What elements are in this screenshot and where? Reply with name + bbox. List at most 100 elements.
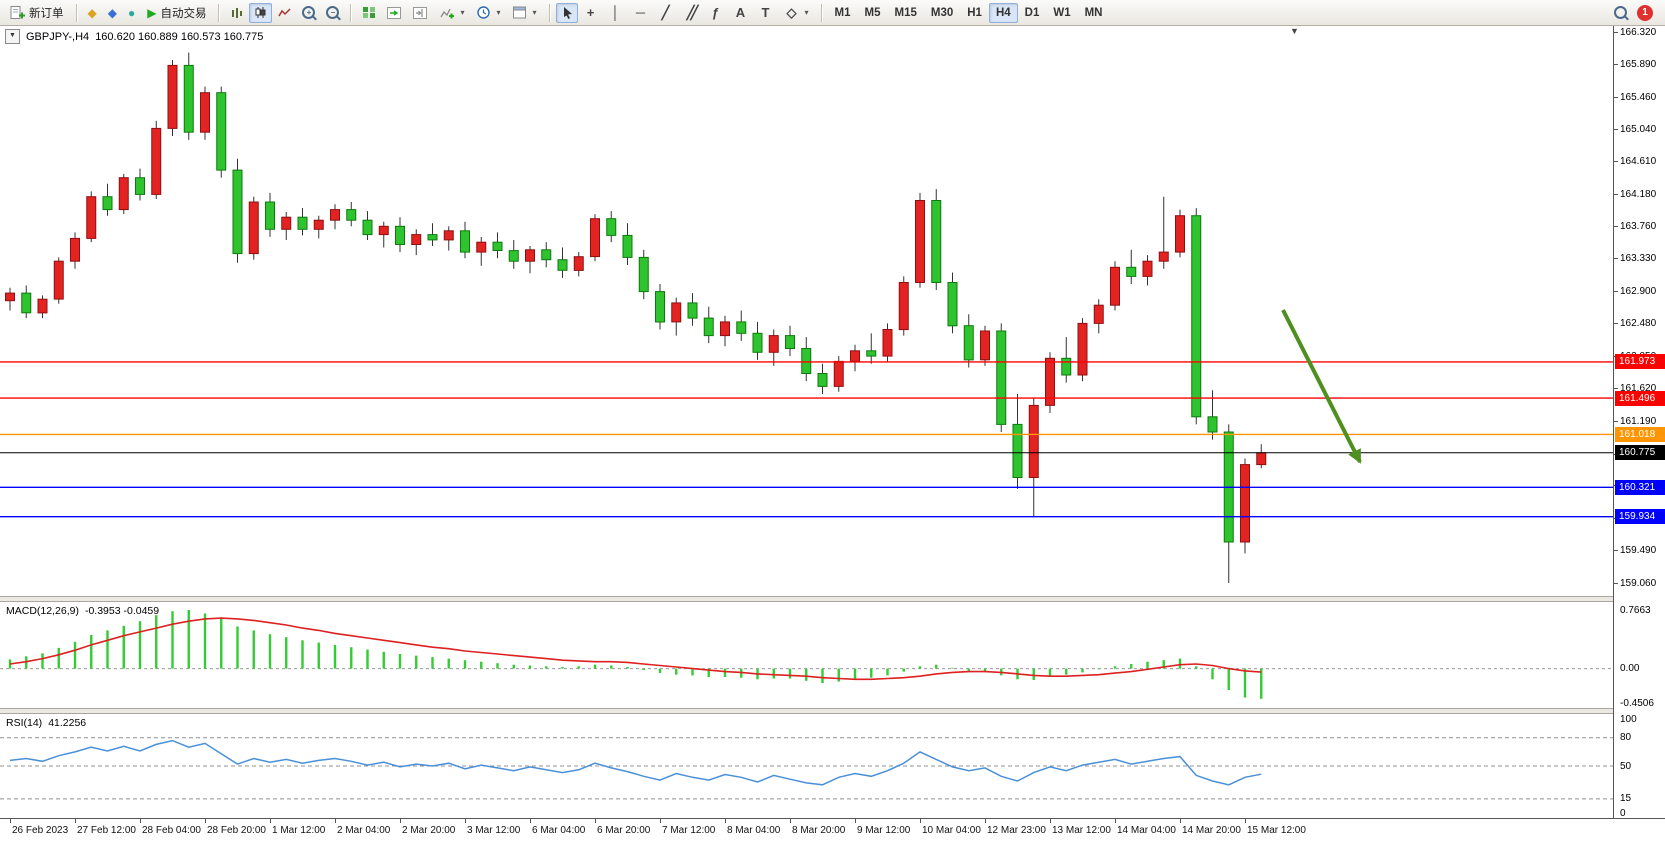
candlestick-mode-button[interactable] xyxy=(249,2,273,23)
ohlc-readout: 160.620 160.889 160.573 160.775 xyxy=(95,30,264,43)
chart-shift-button[interactable] xyxy=(408,3,433,23)
vertical-line-tool-button[interactable]: │ xyxy=(604,3,628,23)
time-tick xyxy=(75,819,76,823)
time-axis-label: 2 Mar 04:00 xyxy=(337,825,391,836)
timeframe-M1-button[interactable]: M1 xyxy=(834,6,851,19)
auto-trading-label: 自动交易 xyxy=(160,7,207,20)
macd-scale-label: -0.4506 xyxy=(1620,697,1654,709)
macd-panel[interactable] xyxy=(0,602,1613,708)
time-tick xyxy=(335,819,336,823)
templates-button[interactable]: ▾ xyxy=(507,3,542,23)
price-scale-label: 161.190 xyxy=(1620,415,1657,427)
rsi-panel[interactable] xyxy=(0,714,1613,818)
zoom-in-button[interactable]: + xyxy=(297,3,320,23)
rsi-scale-label: 0 xyxy=(1620,807,1626,819)
scale-tick xyxy=(1614,31,1618,33)
chart-shift-icon xyxy=(413,6,428,19)
dropdown-icon: ▾ xyxy=(460,8,465,17)
new-order-button[interactable]: 新订单 xyxy=(4,3,70,23)
chart-shift-marker[interactable]: ▼ xyxy=(1290,26,1299,36)
timeframe-MN-button[interactable]: MN xyxy=(1084,6,1103,19)
main-price-chart[interactable] xyxy=(0,27,1613,596)
time-tick xyxy=(10,819,11,823)
candlestick-icon xyxy=(255,7,266,18)
price-scale-label: 165.040 xyxy=(1620,123,1657,135)
scale-tick xyxy=(1614,582,1618,584)
trendline-icon: ╱ xyxy=(661,4,670,20)
timeframe-M5-button[interactable]: M5 xyxy=(864,6,881,19)
timeframe-H1-button[interactable]: H1 xyxy=(967,6,982,19)
tile-windows-button[interactable] xyxy=(357,3,381,23)
macd-scale-label: 0.00 xyxy=(1620,663,1640,675)
dropdown-icon: ▾ xyxy=(496,8,501,17)
shapes-tool-button[interactable]: ◇ ▾ xyxy=(779,3,815,23)
trendline-tool-button[interactable]: ╱ xyxy=(654,3,678,23)
channel-icon: ╱╱ xyxy=(686,4,699,20)
timeframe-W1-button[interactable]: W1 xyxy=(1053,6,1071,19)
time-tick xyxy=(1050,819,1051,823)
time-tick xyxy=(465,819,466,823)
text-icon: A xyxy=(735,5,746,20)
new-order-icon xyxy=(10,6,25,19)
fibonacci-icon: ƒ xyxy=(711,5,720,20)
text-tool-button[interactable]: A xyxy=(729,3,753,23)
sphere-icon: ● xyxy=(127,5,136,20)
price-scale[interactable]: 166.320 165.890 165.460 165.040 164.610 164.1… xyxy=(1613,26,1665,819)
cursor-tool-button[interactable] xyxy=(555,2,578,23)
search-icon[interactable] xyxy=(1614,6,1627,19)
macd-label: MACD(12,26,9) -0.3953 -0.0459 xyxy=(6,605,160,617)
line-chart-mode-button[interactable] xyxy=(273,3,296,23)
time-axis-label: 13 Mar 12:00 xyxy=(1052,825,1111,836)
horizontal-line-tool-button[interactable]: ─ xyxy=(629,3,653,23)
symbol-period-label: GBPJPY-,H4 xyxy=(26,30,90,43)
time-axis-label: 15 Mar 12:00 xyxy=(1247,825,1306,836)
metaeditor-button[interactable]: ◆ xyxy=(103,3,122,23)
channel-tool-button[interactable]: ╱╱ xyxy=(679,3,703,23)
crosshair-tool-button[interactable]: + xyxy=(579,3,603,23)
price-scale-label: 164.610 xyxy=(1620,156,1657,168)
timeframe-M15-button[interactable]: M15 xyxy=(894,6,917,19)
price-tag: 161.018 xyxy=(1615,426,1665,442)
rsi-label: RSI(14) 41.2256 xyxy=(6,717,87,729)
auto-trading-button[interactable]: ▶ 自动交易 xyxy=(141,3,212,23)
time-tick xyxy=(985,819,986,823)
periods-button[interactable]: ▾ xyxy=(471,3,506,23)
panel-separator[interactable] xyxy=(0,596,1665,602)
template-icon xyxy=(513,6,527,19)
indicators-icon xyxy=(440,8,455,19)
time-axis-label: 3 Mar 12:00 xyxy=(467,825,521,836)
play-icon: ▶ xyxy=(147,5,157,20)
rsi-scale-label: 80 xyxy=(1620,732,1632,744)
chart-window: ▼ GBPJPY-,H4 160.620 160.889 160.573 160… xyxy=(0,26,1665,841)
timeframe-group: M1 M5 M15 M30 H1 H4 D1 W1 MN xyxy=(828,2,1110,23)
label-icon: T xyxy=(761,5,770,20)
fibonacci-tool-button[interactable]: ƒ xyxy=(704,3,728,23)
bar-chart-mode-button[interactable] xyxy=(225,3,248,23)
label-tool-button[interactable]: T xyxy=(754,3,778,23)
clock-icon xyxy=(477,6,491,19)
time-axis-label: 1 Mar 12:00 xyxy=(272,825,326,836)
tile-windows-icon xyxy=(363,7,376,18)
time-tick xyxy=(140,819,141,823)
mql-market-button[interactable]: ◆ xyxy=(83,3,102,23)
auto-scroll-icon xyxy=(387,6,402,19)
scale-tick xyxy=(1614,225,1618,227)
time-axis[interactable]: 26 Feb 2023 27 Feb 12:00 28 Feb 04:00 28 Fe… xyxy=(0,818,1665,841)
dropdown-icon: ▾ xyxy=(804,8,809,17)
notification-badge[interactable]: 1 xyxy=(1637,4,1653,21)
community-button[interactable]: ● xyxy=(123,3,140,23)
timeframe-M30-button[interactable]: M30 xyxy=(930,6,954,19)
horizontal-line-icon: ─ xyxy=(635,5,646,20)
auto-scroll-button[interactable] xyxy=(382,3,407,23)
panel-separator[interactable] xyxy=(0,708,1665,714)
price-scale-label: 162.900 xyxy=(1620,286,1657,298)
timeframe-D1-button[interactable]: D1 xyxy=(1024,6,1040,19)
zoom-out-button[interactable]: − xyxy=(321,3,344,23)
timeframe-H4-button[interactable]: H4 xyxy=(988,2,1018,23)
chart-collapse-button[interactable]: ▼ xyxy=(5,29,20,44)
toolbar-separator xyxy=(218,3,220,22)
time-axis-label: 28 Feb 04:00 xyxy=(142,825,201,836)
indicators-button[interactable]: ▾ xyxy=(434,3,470,23)
price-scale-label: 164.180 xyxy=(1620,188,1657,200)
toolbar-separator xyxy=(548,3,550,22)
